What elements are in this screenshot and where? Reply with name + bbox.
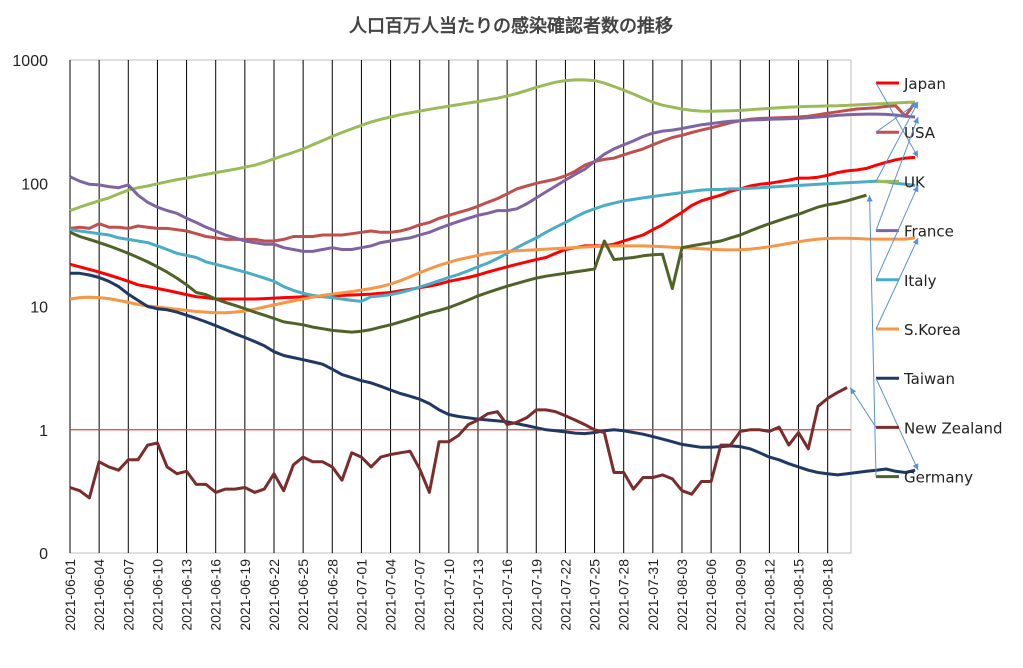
legend-label: New Zealand [904,419,1003,437]
legend-connector [875,185,919,281]
legend-arrowhead [866,195,873,202]
series-line-france [69,112,916,253]
legend-label: Taiwan [903,370,955,388]
x-tick-label: 2021-08-03 [674,559,690,631]
legend-arrowhead [912,237,919,245]
x-tick-label: 2021-07-25 [587,559,603,631]
series-line-taiwan [70,271,916,477]
x-tick-label: 2021-07-10 [441,559,457,631]
x-tick-label: 2021-06-13 [179,559,195,631]
legend-arrowhead [912,185,919,193]
x-tick-label: 2021-07-22 [557,559,573,631]
x-tick-label: 2021-08-15 [791,559,807,631]
x-tick-label: 2021-07-19 [528,559,544,631]
legend: Japan USA UK France Italy S.Korea Taiwan New Ze… [849,75,1003,487]
legend-label: USA [904,124,936,142]
y-tick-label: 100 [21,176,48,193]
legend-arrowhead [912,150,919,158]
x-tick-label: 2021-08-06 [703,559,719,631]
series-line-italy [69,179,916,303]
x-tick-label: 2021-06-19 [237,559,253,631]
series-line-s-korea [69,236,916,315]
legend-connector [849,387,877,428]
x-tick-label: 2021-06-22 [266,559,282,631]
chart-title: 人口百万人当たりの感染確認者数の推移 [349,15,673,37]
y-tick-label: 1 [39,423,48,440]
legend-connector [875,116,919,231]
series-layer [69,78,917,500]
legend-arrowhead [850,387,857,395]
legend-arrowhead [912,463,919,471]
x-tick-label: 2021-06-10 [149,559,165,631]
x-tick-label: 2021-07-04 [383,559,399,631]
legend-label: S.Korea [904,321,961,339]
legend-label: Japan [903,75,946,93]
x-tick-label: 2021-06-16 [208,559,224,631]
x-tick-label: 2021-07-16 [499,559,515,631]
legend-label: France [904,223,954,241]
legend-label: Germany [904,469,973,487]
x-tick-label: 2021-06-01 [62,559,78,631]
legend-label: Italy [904,272,937,290]
series-line-germany [69,193,867,334]
legend-arrowhead [913,116,919,124]
x-tick-label: 2021-08-09 [732,559,748,631]
axis-layer: 2021-06-01 2021-06-04 2021-06-07 2021-06-10… [12,53,835,631]
x-tick-label: 2021-08-12 [761,559,777,631]
legend-label: UK [904,173,926,191]
series-line-uk [69,78,916,213]
y-tick-label: 10 [30,300,48,317]
x-tick-label: 2021-07-01 [353,559,369,631]
x-tick-label: 2021-07-07 [412,559,428,631]
series-line-new-zealand [69,386,848,500]
x-tick-label: 2021-06-28 [324,559,340,631]
legend-connector [869,195,877,477]
x-tick-label: 2021-08-18 [820,559,836,631]
x-tick-label: 2021-06-25 [295,559,311,631]
x-tick-label: 2021-06-07 [120,559,136,631]
legend-arrowhead [912,102,919,109]
x-tick-label: 2021-07-13 [470,559,486,631]
legend-connector [875,377,919,471]
y-tick-label: 1000 [12,53,48,70]
y-tick-label: 0 [39,546,48,563]
legend-connector [875,101,919,133]
legend-connector [875,82,919,158]
x-tick-label: 2021-06-04 [91,559,107,631]
legend-connector [875,101,919,182]
x-tick-label: 2021-07-28 [616,559,632,631]
x-tick-label: 2021-07-31 [645,559,661,631]
legend-connector [875,237,919,330]
grid-layer [69,59,852,554]
